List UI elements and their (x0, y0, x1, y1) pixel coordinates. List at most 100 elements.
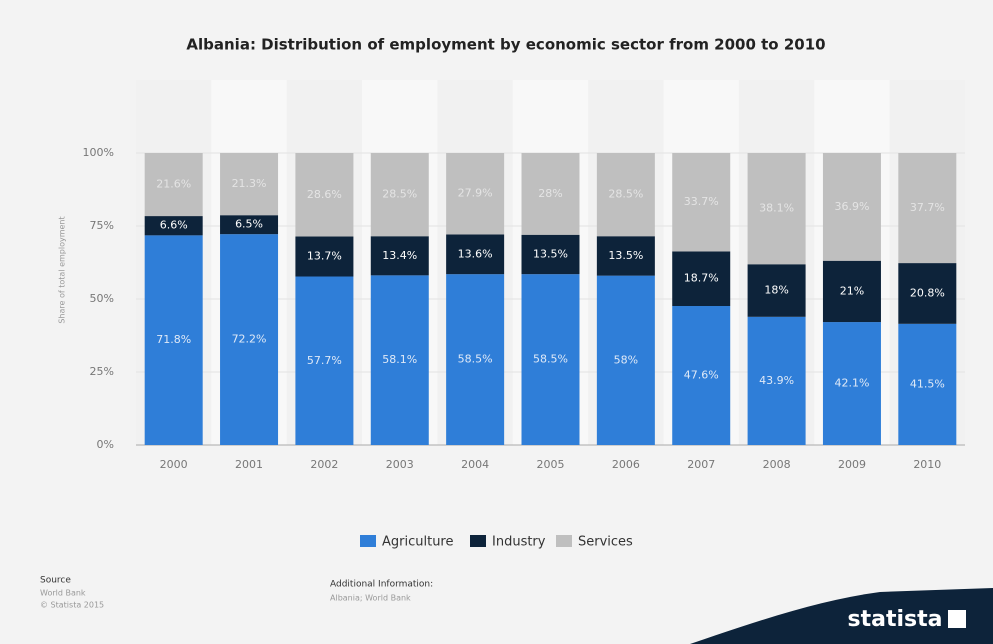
bar-segment (370, 236, 429, 276)
bar-segment (144, 153, 203, 217)
bar-segment (672, 306, 731, 445)
bar-segment (747, 153, 806, 265)
bar-segment (898, 263, 957, 324)
value-label: 21% (840, 284, 864, 297)
bar-segment (521, 274, 580, 445)
x-tick-label: 2004 (461, 458, 489, 471)
bar-segment (144, 235, 203, 445)
y-tick-label: 0% (97, 438, 114, 451)
source-title: Source (40, 576, 71, 586)
info-text: Albania; World Bank (330, 594, 411, 603)
value-label: 47.6% (684, 369, 719, 382)
bar-segment (446, 234, 505, 275)
bar-segment (596, 153, 655, 237)
legend: Agriculture Industry Services (360, 535, 633, 550)
bar-segment (370, 153, 429, 237)
value-label: 28.5% (382, 188, 417, 201)
y-tick-label: 50% (90, 292, 114, 305)
bar-segment (521, 153, 580, 235)
value-label: 58.1% (382, 353, 417, 366)
x-tick-label: 2009 (838, 458, 866, 471)
legend-swatch (556, 535, 572, 547)
value-label: 6.5% (235, 218, 263, 231)
bar-segment (898, 153, 957, 264)
source-line: World Bank (40, 589, 86, 598)
x-tick-label: 2000 (160, 458, 188, 471)
value-label: 13.5% (608, 249, 643, 262)
legend-swatch (470, 535, 486, 547)
bar-segment (596, 236, 655, 276)
bar-segment (822, 322, 881, 445)
value-label: 57.7% (307, 354, 342, 367)
x-tick-label: 2005 (537, 458, 565, 471)
brand-swoosh (690, 588, 993, 644)
bar-segment (747, 316, 806, 445)
bar-segment (295, 236, 354, 277)
bar-segment (220, 153, 279, 216)
value-label: 13.7% (307, 250, 342, 263)
info-title: Additional Information: (330, 580, 433, 590)
bar-segment (672, 153, 731, 252)
value-label: 72.2% (232, 333, 267, 346)
x-tick-label: 2008 (763, 458, 791, 471)
value-label: 33.7% (684, 195, 719, 208)
value-label: 13.6% (458, 247, 493, 260)
value-label: 36.9% (834, 200, 869, 213)
legend-label: Services (578, 535, 633, 550)
value-label: 18% (764, 284, 788, 297)
x-tick-label: 2002 (310, 458, 338, 471)
bar-segment (596, 275, 655, 445)
bar-segment (295, 276, 354, 445)
x-tick-label: 2003 (386, 458, 414, 471)
value-label: 58.5% (533, 353, 568, 366)
bar-segment (521, 234, 580, 275)
value-label: 13.5% (533, 247, 568, 260)
x-tick-label: 2001 (235, 458, 263, 471)
chart-title: Albania: Distribution of employment by e… (186, 36, 825, 54)
bar-segment (446, 274, 505, 445)
value-label: 18.7% (684, 272, 719, 285)
y-tick-label: 75% (90, 219, 114, 232)
bar-segment (220, 234, 279, 445)
value-label: 20.8% (910, 286, 945, 299)
bar-segment (672, 251, 731, 307)
value-label: 21.6% (156, 178, 191, 191)
bar-segment (220, 215, 279, 235)
value-label: 42.1% (834, 377, 869, 390)
value-label: 21.3% (232, 177, 267, 190)
bar-segment (144, 216, 203, 236)
value-label: 43.9% (759, 374, 794, 387)
bar-segment (295, 153, 354, 237)
value-label: 37.7% (910, 201, 945, 214)
value-label: 38.1% (759, 202, 794, 215)
y-tick-label: 100% (83, 146, 114, 159)
value-label: 6.6% (160, 219, 188, 232)
value-label: 28% (538, 187, 562, 200)
value-label: 58% (614, 353, 638, 366)
value-label: 13.4% (382, 249, 417, 262)
bar-segment (822, 153, 881, 261)
legend-label: Industry (492, 535, 546, 550)
brand-icon (948, 610, 966, 628)
y-axis-label: Share of total employment (58, 216, 67, 323)
y-tick-label: 25% (90, 365, 114, 378)
bar-segment (898, 323, 957, 445)
value-label: 41.5% (910, 377, 945, 390)
brand-logo: statista (848, 607, 943, 632)
bar-segment (822, 260, 881, 323)
legend-label: Agriculture (382, 535, 454, 550)
value-label: 71.8% (156, 333, 191, 346)
legend-swatch (360, 535, 376, 547)
x-tick-label: 2007 (687, 458, 715, 471)
value-label: 27.9% (458, 187, 493, 200)
value-label: 28.6% (307, 188, 342, 201)
bar-segment (446, 153, 505, 235)
source-line: © Statista 2015 (40, 601, 104, 610)
bar-segment (370, 275, 429, 445)
bar-segment (747, 264, 806, 317)
value-label: 58.5% (458, 353, 493, 366)
x-tick-label: 2006 (612, 458, 640, 471)
x-tick-label: 2010 (913, 458, 941, 471)
value-label: 28.5% (608, 188, 643, 201)
